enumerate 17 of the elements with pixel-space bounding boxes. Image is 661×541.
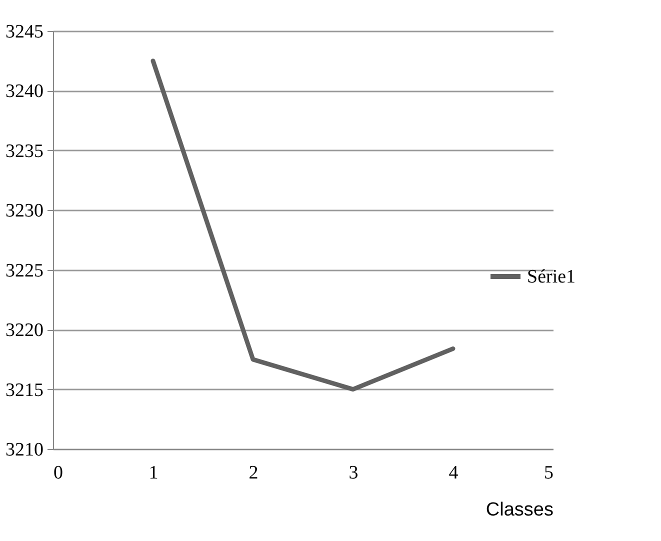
y-tick-label: 3225 xyxy=(6,260,44,282)
y-tick-label: 3210 xyxy=(6,440,44,460)
y-tick-label: 3220 xyxy=(6,320,44,342)
y-tick-label: 3245 xyxy=(6,22,44,42)
x-axis-title: Classes xyxy=(486,500,554,520)
x-tick-label: 5 xyxy=(544,462,554,484)
x-tick-label: 2 xyxy=(248,462,258,484)
y-tick-label: 3235 xyxy=(6,140,44,162)
y-tick-label: 3215 xyxy=(6,380,44,401)
legend-label: Série1 xyxy=(527,266,576,288)
y-tick-label: 3240 xyxy=(6,81,44,102)
x-tick-label: 4 xyxy=(448,462,459,484)
x-tick-label: 1 xyxy=(148,462,158,484)
y-tick-label: 3230 xyxy=(6,200,44,222)
x-tick-label: 3 xyxy=(348,462,358,484)
line-series xyxy=(150,58,456,392)
x-tick-label: 0 xyxy=(54,462,63,484)
